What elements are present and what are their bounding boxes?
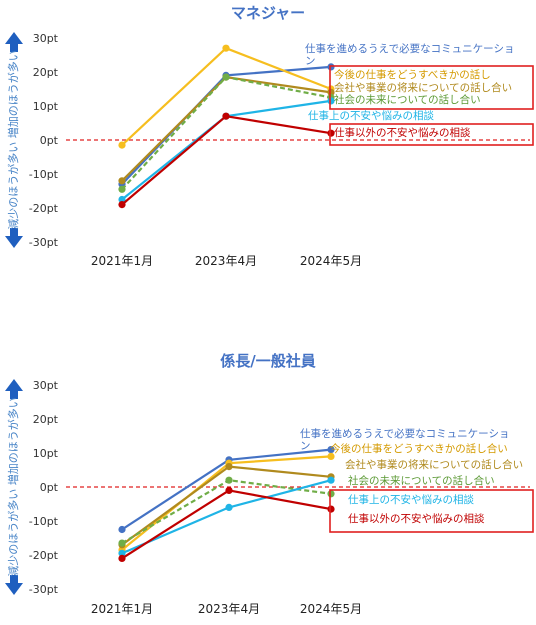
series-label: 仕事以外の不安や悩みの相談 (348, 512, 485, 525)
data-point (118, 141, 126, 149)
arrow-up-icon (5, 379, 23, 399)
x-tick-label: 2021年1月 (91, 602, 153, 616)
y-axis-label: 減少のほうが多い 増加のほうが多い (6, 397, 20, 577)
x-tick-label: 2023年4月 (195, 254, 257, 268)
series-label: 仕事上の不安や悩みの相談 (348, 493, 474, 506)
data-point (327, 490, 335, 498)
data-point (222, 44, 230, 52)
data-point (222, 112, 230, 120)
series-label: 会社や事業の将来についての話し合い (334, 81, 512, 94)
chart-title: 係長/一般社員 (220, 352, 315, 370)
y-tick-label: 20pt (33, 66, 59, 79)
x-tick-label: 2024年5月 (300, 254, 362, 268)
series-label: ン (305, 55, 316, 67)
data-point (222, 73, 230, 81)
series-label: 仕事を進めるうえで必要なコミュニケーショ (305, 42, 514, 55)
data-point (118, 185, 126, 193)
series-label: 今後の仕事をどうすべきかの話し合い (330, 442, 508, 455)
data-point (327, 446, 335, 454)
arrow-down-icon (5, 228, 23, 248)
series-label: 仕事上の不安や悩みの相談 (308, 109, 434, 122)
data-point (327, 476, 335, 484)
data-point (118, 201, 126, 209)
highlight-box (329, 65, 534, 110)
chart-title: マネジャー (231, 4, 305, 22)
y-tick-label: -30pt (29, 236, 59, 249)
y-tick-label: 30pt (33, 32, 59, 45)
x-tick-label: 2023年4月 (198, 602, 260, 616)
series-label: 会社や事業の将来についての話し合い (345, 458, 523, 471)
data-point (118, 539, 126, 547)
y-axis-label: 減少のほうが多い 増加のほうが多い (6, 50, 20, 230)
data-point (118, 525, 126, 534)
series-label: 仕事を進めるうえで必要なコミュニケーショ (300, 427, 509, 440)
data-point (225, 476, 233, 484)
y-tick-label: 10pt (33, 100, 59, 113)
series-label: 今後の仕事をどうすべきかの話し (334, 68, 491, 81)
x-tick-label: 2021年1月 (91, 254, 153, 268)
data-point (118, 195, 126, 204)
series-line (121, 47, 332, 146)
data-point (118, 549, 126, 557)
highlight-box (329, 489, 534, 533)
data-point (118, 554, 126, 563)
series-label: 社会の未来についての話し合い (348, 474, 495, 487)
y-tick-label: 30pt (33, 379, 59, 392)
y-tick-label: -20pt (29, 549, 59, 562)
highlight-box (329, 123, 534, 146)
data-point (327, 452, 335, 460)
y-tick-label: -10pt (29, 515, 59, 528)
y-tick-label: 0pt (40, 134, 59, 147)
series-line (121, 65, 332, 185)
series-line (121, 75, 332, 191)
series-label: ン (300, 440, 311, 452)
data-point (327, 505, 335, 513)
arrow-up-icon (5, 32, 23, 52)
data-point (118, 177, 126, 185)
y-tick-label: 0pt (40, 481, 59, 494)
data-point (225, 503, 233, 511)
data-point (225, 463, 233, 471)
y-tick-label: -30pt (29, 583, 59, 596)
y-tick-label: -10pt (29, 168, 59, 181)
chart-panel-1: マネジャー 30pt 20pt 10pt 0pt -10pt -20pt -30pt 2021年… (5, 4, 534, 268)
y-tick-label: 10pt (33, 447, 59, 460)
series-line (121, 115, 332, 206)
series-label: 仕事以外の不安や悩みの相談 (334, 126, 471, 139)
arrow-down-icon (5, 575, 23, 595)
y-tick-label: 20pt (33, 413, 59, 426)
x-tick-label: 2024年5月 (300, 602, 362, 616)
chart-panel-2: 係長/一般社員 30pt 20pt 10pt 0pt -10pt -20pt -30pt 202… (5, 352, 534, 616)
y-tick-label: -20pt (29, 202, 59, 215)
series-label: 社会の未来についての話し合い (334, 93, 481, 106)
data-point (225, 486, 233, 494)
